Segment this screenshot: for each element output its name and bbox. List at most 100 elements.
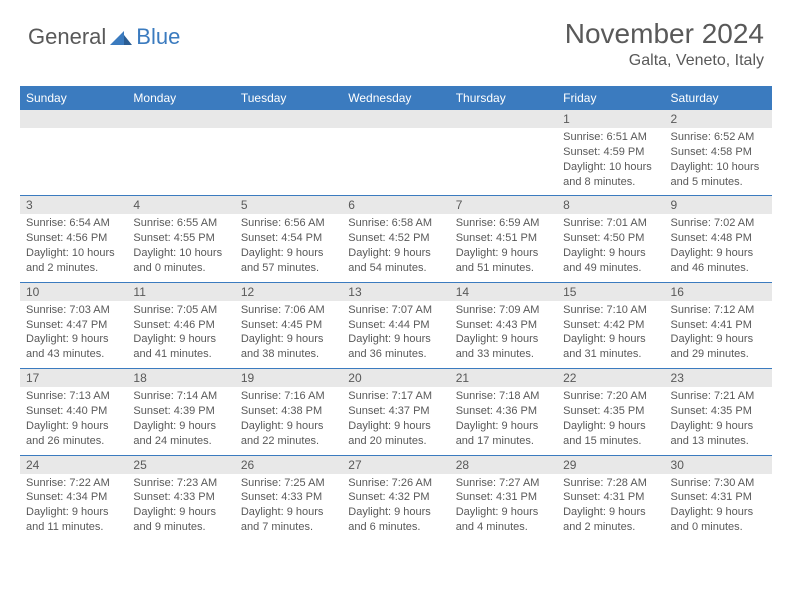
sunrise: Sunrise: 7:16 AM: [241, 389, 336, 404]
dayinfo-cell: Sunrise: 7:28 AMSunset: 4:31 PMDaylight:…: [557, 474, 664, 541]
sunset: Sunset: 4:52 PM: [348, 231, 443, 246]
dayinfo-cell: Sunrise: 7:26 AMSunset: 4:32 PMDaylight:…: [342, 474, 449, 541]
daynum-cell: 6: [342, 196, 449, 215]
dayinfo-cell: Sunrise: 7:21 AMSunset: 4:35 PMDaylight:…: [665, 387, 772, 455]
daylight-1: Daylight: 9 hours: [671, 246, 766, 261]
sunset: Sunset: 4:43 PM: [456, 318, 551, 333]
dayinfo-cell: Sunrise: 7:06 AMSunset: 4:45 PMDaylight:…: [235, 301, 342, 369]
daylight-2: and 5 minutes.: [671, 175, 766, 190]
daylight-2: and 2 minutes.: [26, 261, 121, 276]
sunrise: Sunrise: 6:58 AM: [348, 216, 443, 231]
daynum-cell: 18: [127, 369, 234, 388]
sunrise: Sunrise: 7:21 AM: [671, 389, 766, 404]
daylight-2: and 51 minutes.: [456, 261, 551, 276]
sunset: Sunset: 4:33 PM: [241, 490, 336, 505]
daylight-2: and 31 minutes.: [563, 347, 658, 362]
dayinfo-cell: Sunrise: 7:07 AMSunset: 4:44 PMDaylight:…: [342, 301, 449, 369]
dayinfo-cell: Sunrise: 6:56 AMSunset: 4:54 PMDaylight:…: [235, 214, 342, 282]
sunrise: Sunrise: 7:26 AM: [348, 476, 443, 491]
daylight-2: and 22 minutes.: [241, 434, 336, 449]
daylight-2: and 33 minutes.: [456, 347, 551, 362]
week-3-inforow: Sunrise: 7:13 AMSunset: 4:40 PMDaylight:…: [20, 387, 772, 455]
sunrise: Sunrise: 6:51 AM: [563, 130, 658, 145]
week-4-inforow: Sunrise: 7:22 AMSunset: 4:34 PMDaylight:…: [20, 474, 772, 541]
week-4-numrow: 24252627282930: [20, 455, 772, 474]
sunrise: Sunrise: 7:01 AM: [563, 216, 658, 231]
daynum-cell: [127, 110, 234, 128]
daynum-cell: 20: [342, 369, 449, 388]
daylight-2: and 26 minutes.: [26, 434, 121, 449]
sunrise: Sunrise: 7:28 AM: [563, 476, 658, 491]
sunset: Sunset: 4:55 PM: [133, 231, 228, 246]
dayinfo-cell: Sunrise: 7:22 AMSunset: 4:34 PMDaylight:…: [20, 474, 127, 541]
sunset: Sunset: 4:58 PM: [671, 145, 766, 160]
sunrise: Sunrise: 7:06 AM: [241, 303, 336, 318]
daylight-1: Daylight: 9 hours: [241, 505, 336, 520]
dayinfo-cell: Sunrise: 7:14 AMSunset: 4:39 PMDaylight:…: [127, 387, 234, 455]
daynum-cell: 29: [557, 455, 664, 474]
dayinfo-cell: [342, 128, 449, 196]
daynum-cell: 13: [342, 282, 449, 301]
sunset: Sunset: 4:31 PM: [456, 490, 551, 505]
week-1-inforow: Sunrise: 6:54 AMSunset: 4:56 PMDaylight:…: [20, 214, 772, 282]
dayname-row: SundayMondayTuesdayWednesdayThursdayFrid…: [20, 86, 772, 110]
dayname-4: Thursday: [450, 86, 557, 110]
daynum-cell: 30: [665, 455, 772, 474]
dayinfo-cell: Sunrise: 6:54 AMSunset: 4:56 PMDaylight:…: [20, 214, 127, 282]
week-2-numrow: 10111213141516: [20, 282, 772, 301]
daylight-2: and 7 minutes.: [241, 520, 336, 535]
dayinfo-cell: Sunrise: 7:20 AMSunset: 4:35 PMDaylight:…: [557, 387, 664, 455]
dayinfo-cell: Sunrise: 6:52 AMSunset: 4:58 PMDaylight:…: [665, 128, 772, 196]
daynum-cell: 15: [557, 282, 664, 301]
daylight-2: and 24 minutes.: [133, 434, 228, 449]
sunrise: Sunrise: 7:23 AM: [133, 476, 228, 491]
daynum-cell: 14: [450, 282, 557, 301]
sunset: Sunset: 4:51 PM: [456, 231, 551, 246]
dayinfo-cell: Sunrise: 7:18 AMSunset: 4:36 PMDaylight:…: [450, 387, 557, 455]
sunrise: Sunrise: 7:18 AM: [456, 389, 551, 404]
daylight-2: and 6 minutes.: [348, 520, 443, 535]
sunrise: Sunrise: 7:05 AM: [133, 303, 228, 318]
daylight-2: and 29 minutes.: [671, 347, 766, 362]
dayinfo-cell: Sunrise: 7:23 AMSunset: 4:33 PMDaylight:…: [127, 474, 234, 541]
dayinfo-cell: [127, 128, 234, 196]
daylight-1: Daylight: 9 hours: [348, 332, 443, 347]
daynum-cell: 2: [665, 110, 772, 128]
daylight-1: Daylight: 9 hours: [348, 246, 443, 261]
daylight-2: and 36 minutes.: [348, 347, 443, 362]
daynum-cell: 3: [20, 196, 127, 215]
sunset: Sunset: 4:36 PM: [456, 404, 551, 419]
sunrise: Sunrise: 7:10 AM: [563, 303, 658, 318]
dayname-5: Friday: [557, 86, 664, 110]
daynum-cell: 5: [235, 196, 342, 215]
week-0-numrow: 12: [20, 110, 772, 128]
daylight-2: and 0 minutes.: [671, 520, 766, 535]
daylight-1: Daylight: 9 hours: [563, 332, 658, 347]
sunset: Sunset: 4:56 PM: [26, 231, 121, 246]
daylight-1: Daylight: 9 hours: [133, 419, 228, 434]
sunset: Sunset: 4:46 PM: [133, 318, 228, 333]
sunset: Sunset: 4:48 PM: [671, 231, 766, 246]
sunset: Sunset: 4:32 PM: [348, 490, 443, 505]
daylight-1: Daylight: 9 hours: [563, 419, 658, 434]
sunset: Sunset: 4:45 PM: [241, 318, 336, 333]
daynum-cell: 19: [235, 369, 342, 388]
week-2-inforow: Sunrise: 7:03 AMSunset: 4:47 PMDaylight:…: [20, 301, 772, 369]
daynum-cell: 9: [665, 196, 772, 215]
daylight-1: Daylight: 9 hours: [241, 246, 336, 261]
sunset: Sunset: 4:44 PM: [348, 318, 443, 333]
daylight-1: Daylight: 9 hours: [26, 505, 121, 520]
daylight-2: and 4 minutes.: [456, 520, 551, 535]
daylight-2: and 41 minutes.: [133, 347, 228, 362]
sunset: Sunset: 4:50 PM: [563, 231, 658, 246]
daylight-1: Daylight: 10 hours: [671, 160, 766, 175]
calendar-table: SundayMondayTuesdayWednesdayThursdayFrid…: [20, 86, 772, 541]
daylight-2: and 9 minutes.: [133, 520, 228, 535]
daylight-2: and 46 minutes.: [671, 261, 766, 276]
daynum-cell: 12: [235, 282, 342, 301]
sunset: Sunset: 4:37 PM: [348, 404, 443, 419]
sunset: Sunset: 4:34 PM: [26, 490, 121, 505]
dayname-1: Monday: [127, 86, 234, 110]
title-block: November 2024 Galta, Veneto, Italy: [565, 18, 764, 70]
sunset: Sunset: 4:47 PM: [26, 318, 121, 333]
